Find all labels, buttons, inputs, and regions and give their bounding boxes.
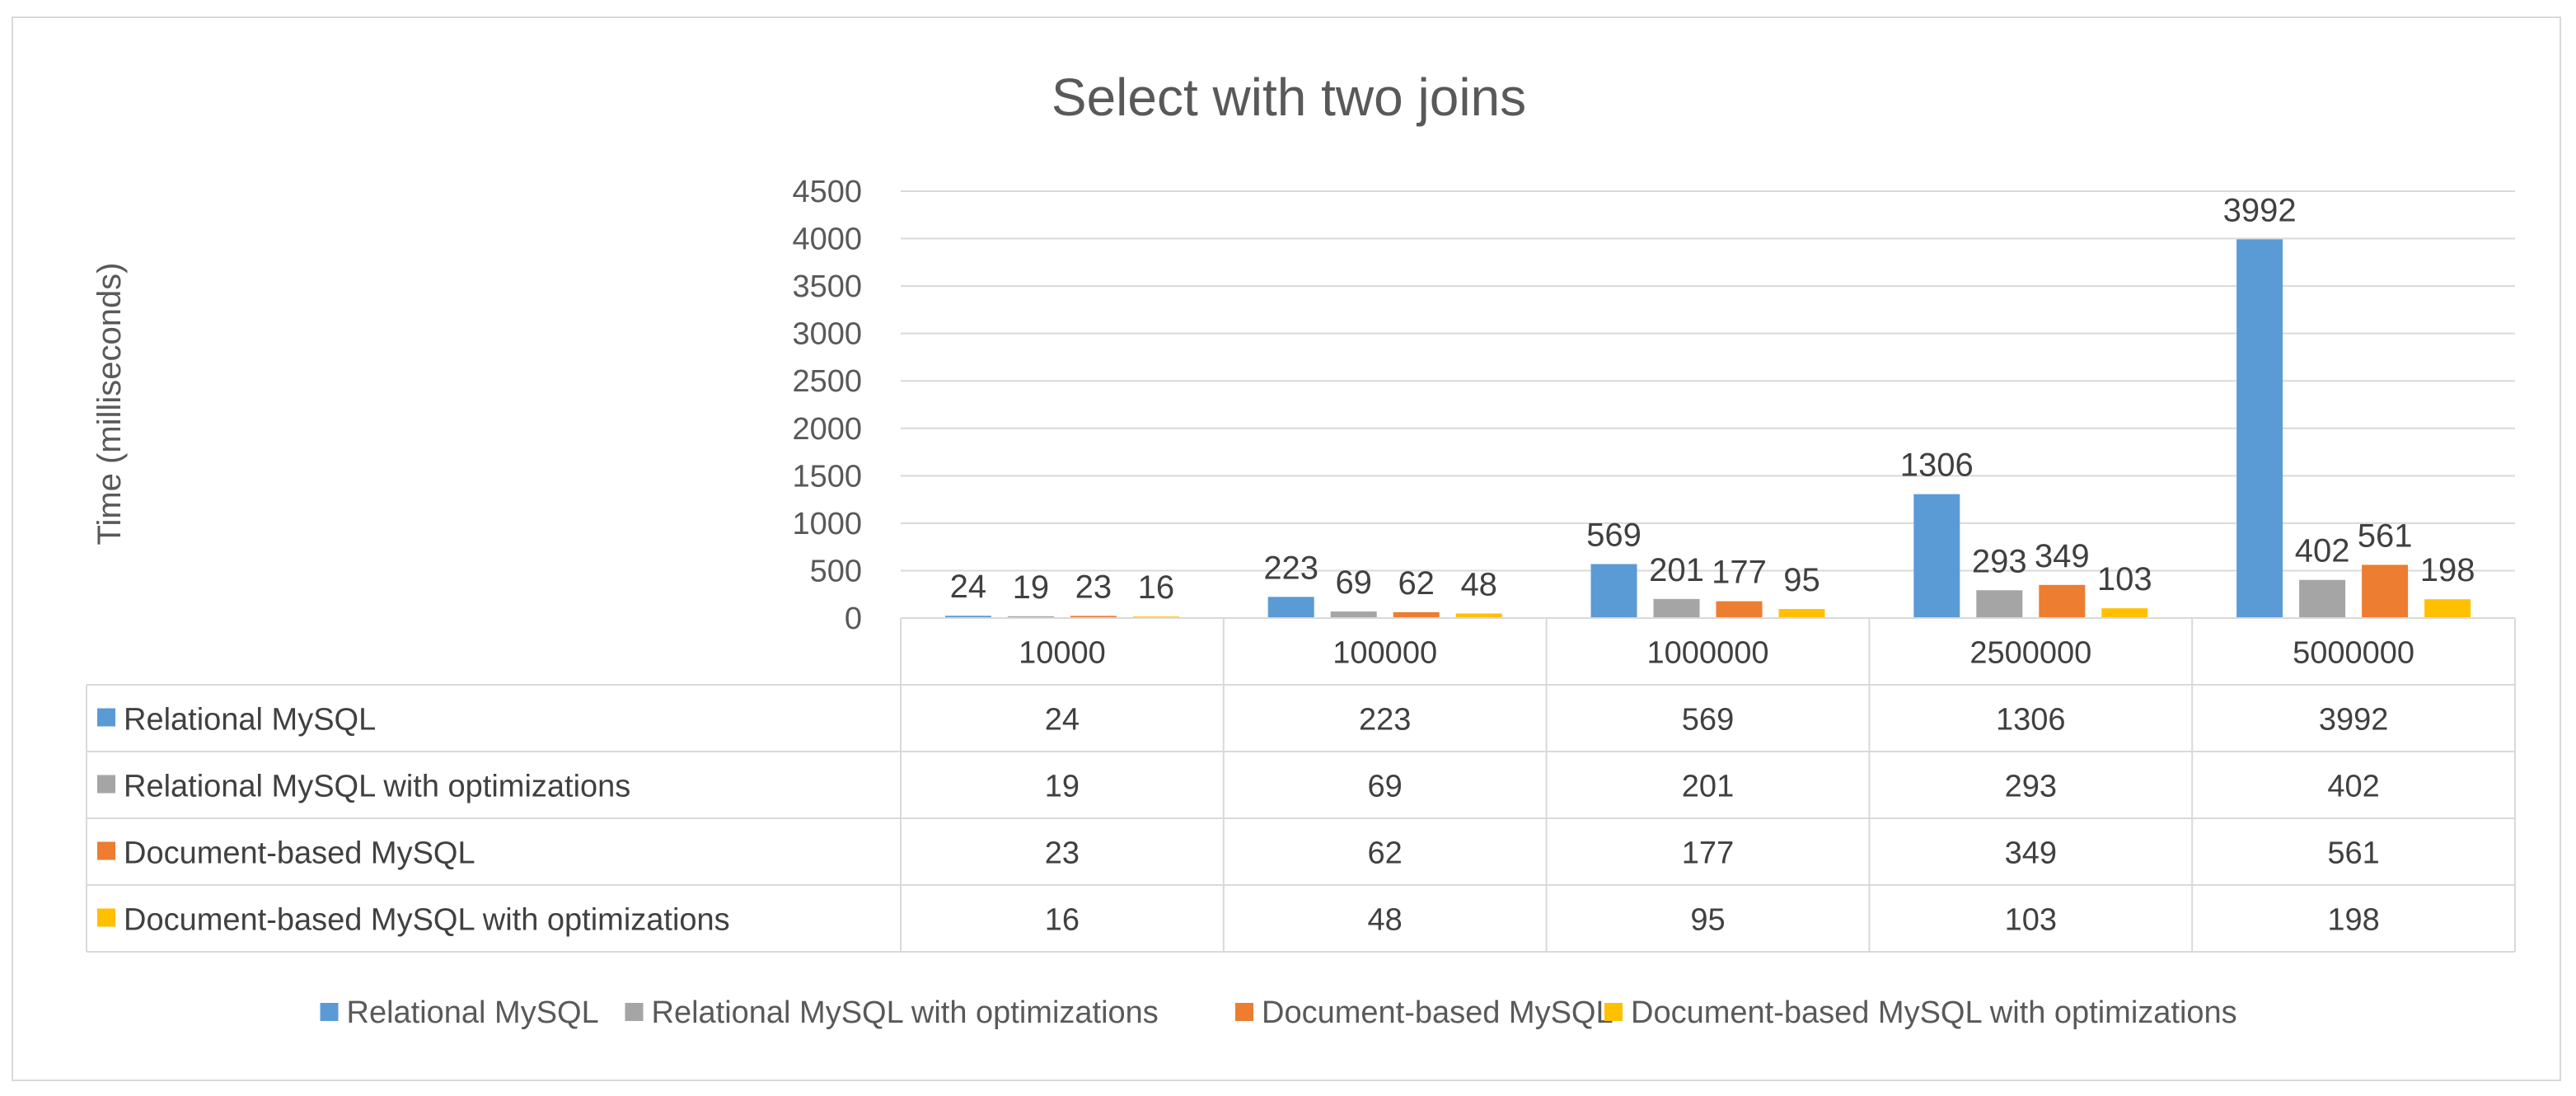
bar	[2299, 579, 2346, 618]
y-tick-label: 2000	[792, 412, 862, 447]
series-row-label: Relational MySQL with optimizations	[124, 770, 630, 804]
table-cell: 177	[1682, 836, 1734, 871]
bar	[1653, 598, 1700, 618]
data-label: 23	[1075, 569, 1112, 605]
table-cell: 69	[1368, 770, 1403, 804]
data-label: 95	[1783, 562, 1820, 598]
y-tick-label: 1000	[792, 507, 862, 541]
bar	[1330, 611, 1377, 618]
data-label: 561	[2358, 518, 2413, 554]
data-label: 177	[1712, 555, 1767, 591]
chart-title: Select with two joins	[1051, 68, 1526, 127]
data-label: 198	[2420, 552, 2475, 588]
y-tick-label: 3000	[792, 317, 862, 352]
bar	[1716, 601, 1763, 618]
bar	[2101, 608, 2148, 618]
bar	[1913, 494, 1960, 618]
data-label: 24	[950, 569, 987, 605]
bar	[1070, 616, 1117, 618]
series-key	[97, 708, 115, 727]
table-cell: 349	[2005, 836, 2057, 871]
table-cell: 19	[1045, 770, 1080, 804]
series-row-label: Document-based MySQL with optimizations	[124, 903, 730, 938]
data-label: 62	[1398, 565, 1435, 602]
bar	[1590, 564, 1637, 618]
y-tick-label: 3500	[792, 269, 862, 304]
legend-label: Relational MySQL with optimizations	[652, 995, 1159, 1030]
data-label: 201	[1649, 552, 1704, 588]
bar	[2236, 239, 2283, 618]
table-cell: 16	[1045, 903, 1080, 938]
table-cell: 23	[1045, 836, 1080, 871]
data-label: 293	[1972, 543, 2027, 579]
legend-label: Relational MySQL	[347, 995, 599, 1030]
bar	[1393, 611, 1440, 618]
data-label: 402	[2295, 533, 2350, 569]
table-cell: 95	[1690, 903, 1725, 938]
y-tick-label: 2500	[792, 364, 862, 399]
legend-swatch	[625, 1003, 644, 1021]
table-cell: 223	[1359, 703, 1411, 738]
category-label: 100000	[1332, 636, 1437, 671]
table-cell: 62	[1368, 836, 1403, 871]
y-tick-label: 500	[810, 554, 862, 588]
y-axis-ticks: 0 500 1000 1500 2000 2500 3000 3500 4000 4500	[792, 175, 862, 636]
data-label: 48	[1460, 566, 1497, 602]
data-label: 349	[2035, 538, 2090, 574]
series-key	[97, 908, 115, 927]
data-label: 19	[1013, 569, 1050, 606]
category-label: 2500000	[1969, 636, 2091, 671]
legend-label: Document-based MySQL	[1262, 995, 1614, 1030]
table-cell: 103	[2005, 903, 2057, 938]
y-tick-label: 4000	[792, 222, 862, 257]
legend: Relational MySQL Relational MySQL with op…	[320, 995, 2237, 1030]
table-cell: 293	[2005, 770, 2057, 804]
y-tick-label: 4500	[792, 175, 862, 209]
series-row-label: Document-based MySQL	[124, 836, 475, 871]
y-tick-label: 0	[845, 602, 862, 636]
y-axis-label: Time (milliseconds)	[91, 262, 128, 545]
bar	[944, 616, 991, 618]
bars	[944, 239, 2471, 618]
bar	[2362, 564, 2409, 618]
table-cell: 3992	[2319, 703, 2389, 738]
series-row-label: Relational MySQL	[124, 703, 376, 738]
data-label: 223	[1263, 550, 1318, 586]
bar	[2039, 584, 2086, 618]
bar	[1267, 597, 1314, 618]
table-cell: 569	[1682, 703, 1734, 738]
category-label: 10000	[1019, 636, 1106, 671]
category-label: 1000000	[1647, 636, 1769, 671]
legend-label: Document-based MySQL with optimizations	[1631, 995, 2237, 1030]
data-label: 1306	[1900, 447, 1974, 484]
category-label: 5000000	[2293, 636, 2414, 671]
data-label: 16	[1138, 569, 1175, 606]
table-cell: 201	[1682, 770, 1734, 804]
bar	[1976, 590, 2023, 618]
bar	[2424, 599, 2471, 618]
data-label: 69	[1335, 564, 1372, 601]
table-cell: 48	[1368, 903, 1403, 938]
bar	[1455, 613, 1502, 618]
legend-swatch	[320, 1003, 339, 1021]
table-cell: 198	[2327, 903, 2379, 938]
chart-frame	[12, 16, 2561, 1081]
data-label: 103	[2097, 561, 2152, 597]
bar	[1778, 609, 1825, 618]
legend-swatch	[1604, 1003, 1623, 1021]
legend-swatch	[1235, 1003, 1253, 1021]
y-tick-label: 1500	[792, 459, 862, 494]
series-key	[97, 841, 115, 860]
data-label: 3992	[2223, 192, 2297, 228]
table-cell: 1306	[1996, 703, 2066, 738]
data-label: 569	[1586, 518, 1642, 554]
table-cell: 402	[2327, 770, 2379, 804]
series-key	[97, 775, 115, 794]
table-cell: 24	[1045, 703, 1080, 738]
bar	[1007, 616, 1054, 618]
data-table: 10000 100000 1000000 2500000 5000000 Relation…	[86, 617, 2516, 953]
table-cell: 561	[2327, 836, 2379, 871]
